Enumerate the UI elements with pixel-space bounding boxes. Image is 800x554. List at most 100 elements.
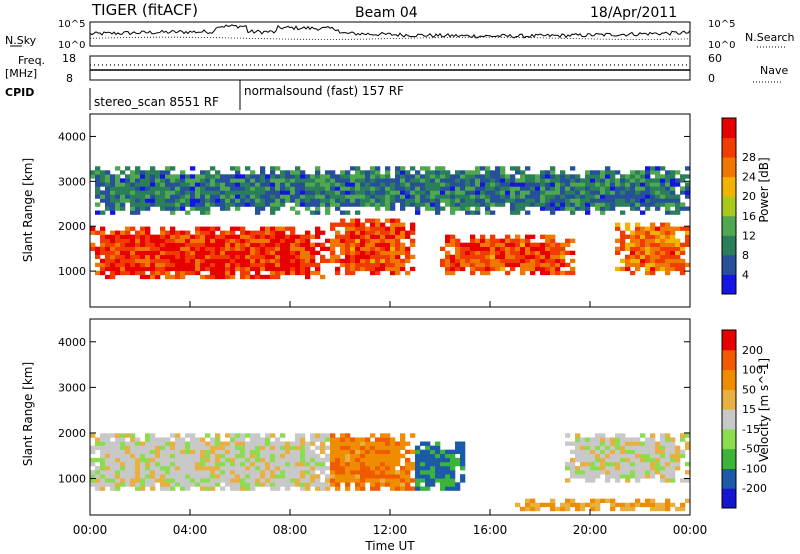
power-cell [345, 182, 351, 187]
velocity-cell [675, 461, 681, 467]
velocity-cell [130, 457, 136, 463]
velocity-cell [265, 474, 271, 479]
power-cell [395, 174, 401, 179]
power-cell [530, 254, 536, 260]
power-cell [635, 202, 641, 207]
power-cell [540, 194, 546, 199]
power-cell [240, 238, 246, 243]
power-cell [155, 178, 161, 183]
power-cell [405, 174, 411, 179]
velocity-cell [265, 482, 271, 487]
power-cell [350, 222, 356, 227]
velocity-cell [235, 486, 241, 491]
velocity-cell [215, 470, 221, 475]
power-cell [145, 230, 151, 235]
power-cell [415, 206, 421, 211]
velocity-cell [135, 437, 141, 442]
power-cell [205, 202, 211, 207]
velocity-cell [105, 470, 111, 475]
power-cell [330, 202, 336, 207]
power-cell [365, 178, 371, 183]
power-cell [475, 202, 481, 207]
power-cell [450, 190, 456, 195]
velocity-cell [445, 474, 451, 479]
velocity-cell [440, 474, 446, 479]
power-cell [495, 258, 501, 264]
velocity-cell [540, 502, 546, 508]
velocity-cell [395, 457, 401, 463]
velocity-cell [195, 457, 201, 463]
power-cell [640, 182, 646, 187]
power-cell [670, 238, 676, 243]
velocity-cell [245, 457, 251, 463]
power-cell [135, 178, 141, 183]
velocity-cell [220, 486, 226, 491]
power-cell [500, 178, 506, 183]
velocity-cell [460, 449, 466, 455]
velocity-cell [445, 457, 451, 463]
power-cell [445, 174, 451, 179]
velocity-cell [400, 433, 406, 438]
power-cell [290, 250, 296, 256]
velocity-cell [665, 437, 671, 442]
velocity-cell [580, 445, 586, 450]
power-cell [390, 226, 396, 231]
velocity-cell [450, 449, 456, 455]
velocity-cell [250, 445, 256, 450]
velocity-cell [605, 445, 611, 450]
power-cell [560, 258, 566, 264]
power-cell [95, 254, 101, 260]
power-cell [380, 246, 386, 252]
power-cell [235, 206, 241, 211]
velocity-cell [550, 498, 556, 504]
power-cell [625, 242, 631, 247]
power-cell [125, 254, 131, 260]
power-cell [495, 166, 501, 171]
velocity-cell [145, 482, 151, 487]
power-cell [560, 170, 566, 175]
power-cell [155, 198, 161, 203]
power-cell [430, 170, 436, 175]
velocity-cell [605, 449, 611, 455]
velocity-cell [665, 441, 671, 446]
velocity-cell [170, 441, 176, 446]
power-cell [440, 186, 446, 191]
power-cell [120, 258, 126, 264]
power-cell [230, 266, 236, 272]
power-cell [395, 250, 401, 256]
velocity-cell [140, 466, 146, 471]
velocity-cell [125, 474, 131, 479]
power-cell [150, 242, 156, 247]
power-cell [285, 186, 291, 191]
power-cell [250, 266, 256, 272]
power-cell [435, 166, 441, 171]
velocity-cell [195, 441, 201, 446]
power-cell [155, 182, 161, 187]
power-cell [250, 194, 256, 199]
power-cell [570, 258, 576, 264]
velocity-cell [255, 474, 261, 479]
power-cell [500, 174, 506, 179]
velocity-cell [110, 449, 116, 455]
power-cell [375, 230, 381, 235]
power-cell [115, 166, 121, 171]
freq-panel: Freq. [MHz] 18 8 60 0 Nave [5, 52, 788, 85]
velocity-cell [560, 502, 566, 508]
power-cell [160, 238, 166, 243]
power-cell [170, 190, 176, 195]
power-cell [370, 194, 376, 199]
power-cell [230, 242, 236, 247]
power-cell [225, 238, 231, 243]
power-cell [245, 194, 251, 199]
power-cell [205, 250, 211, 256]
velocity-cell [665, 478, 671, 483]
power-cell [105, 170, 111, 175]
power-cell [260, 262, 266, 268]
velocity-cell [360, 453, 366, 459]
power-cell [655, 262, 661, 268]
power-cell [620, 234, 626, 239]
power-cell [150, 194, 156, 199]
power-cell [415, 186, 421, 191]
velocity-cell [645, 449, 651, 455]
velocity-cell [165, 437, 171, 442]
